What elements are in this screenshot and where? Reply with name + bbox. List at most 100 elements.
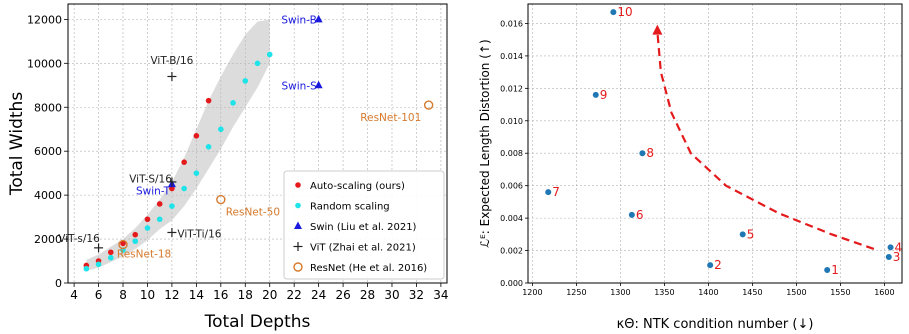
annotation-label: ResNet-50 [226, 207, 280, 219]
data-point [639, 150, 646, 157]
x-tick-label: 14 [189, 288, 204, 302]
y-tick-label: 0 [55, 277, 62, 290]
point-4: 4 [887, 240, 902, 254]
point-label: 8 [646, 146, 654, 160]
point-8: 8 [639, 146, 654, 160]
point-6: 6 [628, 208, 644, 222]
left-x-axis-label: Total Depths [204, 312, 311, 332]
legend-item-resnet: ResNet (He et al. 2016) [293, 262, 427, 274]
y-tick-label: 10000 [27, 57, 62, 70]
resnet-point [216, 194, 226, 205]
x-tick-label: 10 [140, 288, 155, 302]
legend-item-swin: Swin (Liu et al. 2021) [294, 221, 417, 233]
legend-marker [293, 242, 303, 251]
data-point [545, 189, 552, 196]
data-point [885, 254, 892, 261]
auto-point [107, 249, 114, 256]
y-tick-label: 0.016 [500, 19, 523, 28]
random-point [193, 170, 200, 176]
point-label: 9 [600, 88, 608, 102]
random-point [181, 185, 187, 192]
series-resnet [118, 100, 434, 250]
x-tick-label: 1300 [610, 288, 630, 297]
right-y-ticks: 0.000 0.002 0.004 0.006 0.008 0.010 0.012 0.014… [500, 19, 528, 288]
annotation-label: Swin-S [282, 80, 318, 92]
legend-label: ViT (Zhai et al. 2021) [310, 243, 416, 254]
legend-label: Swin (Liu et al. 2021) [310, 222, 417, 233]
x-tick-label: 1500 [786, 288, 806, 297]
right-x-ticks: 1200 1250 1300 1350 1400 1450 1500 1550 1600 [522, 283, 895, 297]
y-tick-label: 0.004 [500, 214, 523, 223]
data-point [707, 262, 714, 269]
legend-item-vit: ViT (Zhai et al. 2021) [293, 242, 416, 254]
annotation-label: ResNet-101 [360, 112, 421, 124]
point-label: 5 [747, 227, 755, 241]
y-tick-label: 0.010 [500, 117, 523, 126]
random-point [169, 203, 175, 209]
random-point [242, 78, 249, 84]
legend-label: Random scaling [310, 202, 390, 213]
point-label: 6 [636, 208, 644, 222]
annotation-label: ViT-B/16 [150, 55, 193, 67]
random-point [83, 265, 90, 272]
y-tick-label: 2000 [34, 233, 62, 246]
x-tick-label: 1450 [742, 288, 762, 297]
y-tick-label: 8000 [34, 101, 62, 114]
x-tick-label: 4 [70, 288, 78, 302]
y-tick-label: 0.012 [500, 84, 523, 93]
resnet-point [118, 239, 128, 250]
left-chart: Swin-B Swin-S Swin-T ViT-B/16 ViT-S/16 ViT-Ti… [7, 3, 449, 332]
trend-curve [656, 31, 875, 250]
annotation-label: ResNet-18 [117, 248, 171, 260]
left-annotations: Swin-B Swin-S Swin-T ViT-B/16 ViT-S/16 ViT-Ti… [58, 14, 421, 260]
left-x-ticks: 4 6 8 10 12 14 16 18 20 22 24 26 28 30 32 34 [70, 283, 449, 302]
x-tick-label: 1550 [830, 288, 850, 297]
auto-point [144, 216, 151, 223]
annotation-label: ViT-Ti/16 [177, 229, 221, 241]
left-series [83, 14, 434, 272]
right-chart: 1 2 34 5 6 7 8 9 10 1200 1250 1300 1350 1400 1450 1500… [478, 3, 903, 332]
x-tick-label: 26 [335, 288, 350, 302]
legend-item-auto: Auto-scaling (ours) [295, 181, 405, 192]
y-tick-label: 0.008 [500, 149, 523, 158]
point-1: 1 [824, 263, 839, 277]
legend-label: ResNet (He et al. 2016) [310, 263, 427, 274]
confidence-band [86, 19, 270, 271]
point-7: 7 [545, 185, 560, 199]
series-vit [94, 71, 177, 253]
vit-point [167, 227, 177, 237]
data-point [824, 267, 831, 274]
series-random [83, 51, 273, 272]
annotation-label: ViT-s/16 [58, 233, 100, 245]
resnet-point [423, 100, 434, 110]
auto-point [181, 159, 187, 165]
data-point [592, 91, 599, 98]
random-point [254, 60, 261, 67]
x-tick-label: 1250 [566, 288, 586, 297]
right-gridlines [528, 4, 902, 284]
auto-point [205, 97, 212, 104]
left-legend: Auto-scaling (ours) Random scaling Swin (L… [283, 170, 445, 280]
x-tick-label: 30 [384, 288, 399, 302]
point-9: 9 [592, 88, 608, 102]
left-confidence-band [86, 19, 270, 271]
x-tick-label: 1400 [698, 288, 718, 297]
legend-marker [295, 182, 301, 188]
right-x-axis-label: κΘ: NTK condition number (↓) [617, 317, 814, 332]
left-plot-frame [67, 3, 448, 284]
swin-point [314, 14, 323, 23]
x-tick-label: 8 [119, 288, 127, 302]
data-point [887, 244, 894, 251]
auto-point [132, 231, 139, 238]
annotation-label: Swin-B [281, 14, 316, 26]
legend-item-random: Random scaling [295, 202, 390, 213]
x-tick-label: 24 [311, 288, 326, 302]
auto-point [193, 133, 200, 139]
random-point [230, 100, 236, 106]
point-label: 10 [617, 5, 632, 19]
x-tick-label: 28 [360, 288, 375, 302]
data-point [628, 211, 635, 218]
point-10: 10 [610, 5, 633, 19]
y-tick-label: 0.000 [500, 279, 523, 288]
